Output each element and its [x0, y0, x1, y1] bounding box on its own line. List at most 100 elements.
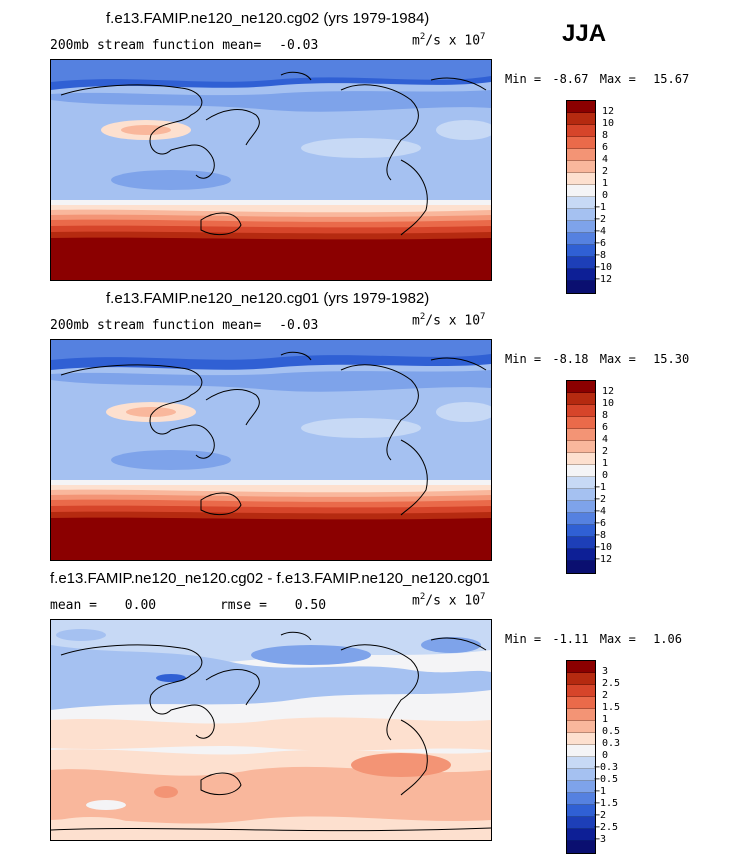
colorbar-tick-label: 4	[602, 154, 609, 165]
colorbar-tick-label: 0	[602, 750, 609, 761]
colorbar-tick-label: 3	[602, 666, 609, 677]
panel-1-min-label: Min =	[505, 72, 542, 86]
colorbar-tick-label: 1	[602, 458, 609, 469]
colorbar-swatch	[567, 113, 595, 125]
colorbar-tick-label: 10	[602, 118, 615, 129]
colorbar-tick-label: 12	[602, 106, 615, 117]
colorbar-tick-label: 12	[602, 386, 615, 397]
panel-1-min-value: -8.67	[552, 72, 589, 86]
colorbar-tick-label: −8	[594, 250, 607, 261]
colorbar-tick-label: −12	[594, 554, 613, 565]
panel-2-mean-label: mean=	[222, 318, 262, 333]
colorbar-swatch	[567, 405, 595, 417]
colorbar-swatch	[567, 245, 595, 257]
colorbar-swatch	[567, 257, 595, 269]
colorbar-tick-label: −3	[594, 834, 607, 845]
colorbar-swatch	[567, 429, 595, 441]
panel-1-mean-label: mean=	[222, 38, 262, 53]
colorbar-swatch	[567, 185, 595, 197]
colorbar-tick-label: −2	[594, 214, 607, 225]
colorbar-tick-label: −2	[594, 810, 607, 821]
colorbar-swatch	[567, 465, 595, 477]
colorbar-tick-label: 0.3	[602, 738, 621, 749]
colorbar-swatch	[567, 173, 595, 185]
colorbar-swatch	[567, 197, 595, 209]
colorbar-swatch	[567, 417, 595, 429]
colorbar-swatch	[567, 829, 595, 841]
panel-3-max-label: Max =	[599, 632, 636, 646]
panel-1-title: f.e13.FAMIP.ne120_ne120.cg02 (yrs 1979-1…	[106, 10, 430, 27]
panel-3-min-label: Min =	[505, 632, 542, 646]
colorbar-swatch	[567, 513, 595, 525]
colorbar-swatch	[567, 269, 595, 281]
colorbar-swatch	[567, 125, 595, 137]
panel-2-max-label: Max =	[599, 352, 636, 366]
colorbar-tick-label: 0	[602, 190, 609, 201]
colorbar-tick-label: 4	[602, 434, 609, 445]
colorbar-tick-label: 2	[602, 166, 609, 177]
panel-3-units: m2/s x 107	[412, 592, 486, 609]
colorbar-tick-label: −4	[594, 506, 607, 517]
panel-1-header: 200mb stream function mean= -0.03	[50, 38, 318, 53]
colorbar-tick-label: −2.5	[594, 822, 619, 833]
colorbar-swatch	[567, 685, 595, 697]
panel-3-mean-label: mean =	[50, 598, 97, 613]
colorbar-swatch	[567, 697, 595, 709]
colorbar-swatch	[567, 817, 595, 829]
colorbar-swatch	[567, 381, 595, 393]
panel-3-map	[50, 619, 492, 841]
colorbar-swatch	[567, 101, 595, 113]
colorbar-tick-label: 10	[602, 398, 615, 409]
colorbar-swatch	[567, 757, 595, 769]
colorbar-tick-label: 1.5	[602, 702, 621, 713]
colorbar-tick-label: −1	[594, 202, 607, 213]
colorbar-tick-label: −10	[594, 542, 613, 553]
colorbar-tick-label: 6	[602, 142, 609, 153]
colorbar-swatch	[567, 781, 595, 793]
panel-3-rmse-label: rmse =	[219, 598, 267, 613]
panel-2-colorbar	[566, 380, 596, 574]
panel-3-header: mean = 0.00 rmse = 0.50	[50, 598, 326, 613]
panel-1-max-value: 15.67	[653, 72, 690, 86]
panel-3-colorbar	[566, 660, 596, 854]
panel-1-variable-label: 200mb stream function	[50, 38, 215, 53]
colorbar-swatch	[567, 793, 595, 805]
colorbar-swatch	[567, 769, 595, 781]
colorbar-swatch	[567, 537, 595, 549]
panel-2-min-value: -8.18	[552, 352, 589, 366]
colorbar-tick-label: 1	[602, 178, 609, 189]
colorbar-swatch	[567, 233, 595, 245]
panel-3-min-value: -1.11	[552, 632, 589, 646]
panel-2-variable-label: 200mb stream function	[50, 318, 215, 333]
panel-1-max-label: Max =	[599, 72, 636, 86]
colorbar-swatch	[567, 501, 595, 513]
colorbar-tick-label: −10	[594, 262, 613, 273]
panel-2-minmax: Min = -8.18 Max = 15.30	[505, 352, 689, 366]
colorbar-tick-label: −1	[594, 786, 607, 797]
colorbar-swatch	[567, 805, 595, 817]
panel-2-map	[50, 339, 492, 561]
colorbar-tick-label: 2	[602, 446, 609, 457]
colorbar-swatch	[567, 661, 595, 673]
colorbar-swatch	[567, 733, 595, 745]
panel-1-mean-value: -0.03	[279, 38, 319, 53]
colorbar-swatch	[567, 281, 595, 293]
colorbar-swatch	[567, 673, 595, 685]
colorbar-tick-label: −1.5	[594, 798, 619, 809]
season-label: JJA	[562, 20, 607, 47]
colorbar-swatch	[567, 709, 595, 721]
colorbar-swatch	[567, 745, 595, 757]
colorbar-tick-label: −1	[594, 482, 607, 493]
panel-3-max-value: 1.06	[653, 632, 682, 646]
panel-2-title: f.e13.FAMIP.ne120_ne120.cg01 (yrs 1979-1…	[106, 290, 430, 307]
colorbar-swatch	[567, 549, 595, 561]
colorbar-swatch	[567, 221, 595, 233]
colorbar-tick-label: 0.5	[602, 726, 621, 737]
colorbar-swatch	[567, 561, 595, 573]
panel-3-mean-value: 0.00	[124, 598, 157, 613]
panel-3-minmax: Min = -1.11 Max = 1.06	[505, 632, 682, 646]
colorbar-swatch	[567, 149, 595, 161]
panel-1-colorbar	[566, 100, 596, 294]
panel-3-title: f.e13.FAMIP.ne120_ne120.cg02 - f.e13.FAM…	[50, 570, 490, 587]
colorbar-tick-label: 2.5	[602, 678, 621, 689]
